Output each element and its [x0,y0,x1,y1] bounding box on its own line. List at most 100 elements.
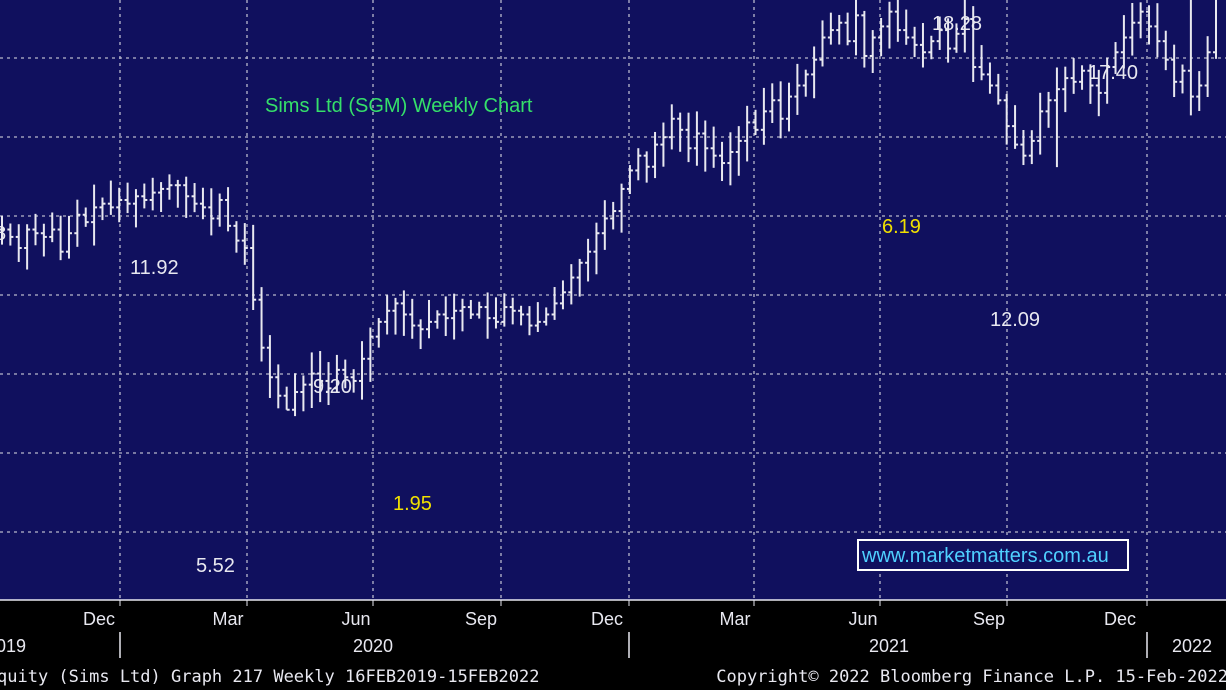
ohlc-bar [49,212,56,243]
ohlc-bar [526,306,533,336]
ohlc-bar [1053,67,1060,168]
price-bars [0,0,1217,417]
ohlc-bar [74,199,81,247]
ohlc-bar [919,23,926,68]
ohlc-bar [953,23,960,53]
ohlc-bar [116,187,123,223]
ohlc-bar [593,222,600,275]
ohlc-bar [970,6,977,82]
x-tick-label-mar-2020: Mar [213,609,244,629]
ohlc-bar [702,120,709,172]
ohlc-bar [99,197,106,221]
ohlc-bar [534,302,541,333]
plot-background [0,0,1226,600]
ohlc-bar [878,17,885,57]
ohlc-bar [467,299,474,319]
ohlc-bar [668,104,675,150]
ohlc-bar [585,238,592,282]
ohlc-bar [1062,66,1069,113]
ohlc-bar [852,0,859,56]
ohlc-bar [509,297,516,325]
ohlc-bar [308,352,315,408]
ohlc-bar [601,200,608,250]
x-tick-label-dec-2020: Dec [591,609,623,629]
annotation-11-92: 11.92 [130,257,179,279]
ohlc-bar [903,9,910,45]
ohlc-bar [1045,91,1052,128]
watermark-box: www.marketmatters.com.au [857,539,1129,571]
ohlc-bar [283,386,290,411]
ohlc-bar [1137,2,1144,39]
ohlc-bar [317,351,324,403]
annotation-12-09: 12.09 [990,309,1040,331]
ohlc-bar [559,280,566,310]
ohlc-bar [216,193,223,227]
ohlc-bar [158,182,165,212]
ohlc-bar [710,126,717,168]
ohlc-bar [978,45,985,81]
ohlc-bar [199,187,206,220]
ohlc-bar [300,375,307,412]
annotation-17-40: 17.40 [1088,62,1138,84]
ohlc-bar [518,305,525,326]
ohlc-bar [811,46,818,99]
ohlc-bar [434,310,441,329]
ohlc-bar [802,69,809,97]
ohlc-bar [1162,30,1169,71]
ohlc-bar [342,359,349,389]
ohlc-bar [869,30,876,74]
annotation-edge: 8 [0,223,6,245]
ohlc-bar [292,373,299,417]
ohlc-bar [32,213,39,246]
ohlc-bar [225,187,232,232]
axis-background [0,600,1226,660]
ohlc-bar [1020,129,1027,166]
ohlc-bar [400,290,407,336]
ohlc-bar [350,369,357,393]
ohlc-bar [961,0,968,53]
x-tick-label-sep-2021: Sep [973,609,1005,629]
annotation-9-20: 9.20 [313,376,352,398]
ohlc-bar [0,215,5,245]
ohlc-bar [476,301,483,319]
ohlc-bar [275,364,282,409]
ohlc-bar [1154,3,1161,58]
ohlc-bar [1204,36,1211,97]
ohlc-bar [367,327,374,382]
ohlc-bar [1003,93,1010,145]
ohlc-bar [1028,130,1035,165]
ohlc-bar [359,341,366,400]
ohlc-bar [1087,64,1094,104]
ohlc-bar [794,63,801,115]
x-ticks [119,600,1148,606]
footer-right-text: Copyright© 2022 Bloomberg Finance L.P. 1… [716,667,1226,687]
year-label-2019: 019 [0,636,26,656]
ohlc-bar [191,183,198,213]
ohlc-bar [409,298,416,339]
ohlc-bar [1196,71,1203,111]
ohlc-bar [7,223,14,246]
ohlc-bar [1129,2,1136,56]
ohlc-bar [861,10,868,68]
ohlc-bar [819,20,826,67]
ohlc-bar [760,87,767,145]
x-tick-label-mar-2021: Mar [720,609,751,629]
ohlc-bar [618,183,625,233]
ohlc-bar [141,183,148,209]
ohlc-bar [1095,69,1102,117]
ohlc-bar [652,131,659,179]
ohlc-bar [492,297,499,329]
ohlc-bar [392,297,399,335]
ohlc-bar [1079,65,1086,90]
ohlc-bar [384,295,391,335]
ohlc-bar [735,126,742,176]
ohlc-bar [325,362,332,406]
annotation-6-19: 6.19 [882,216,921,238]
ohlc-bar [568,264,575,305]
x-tick-label-jun-2021: Jun [848,609,877,629]
watermark-text: www.marketmatters.com.au [861,545,1109,567]
ohlc-bar [936,16,943,50]
ohlc-bar [82,207,89,227]
annotation-5-52: 5.52 [196,555,235,577]
